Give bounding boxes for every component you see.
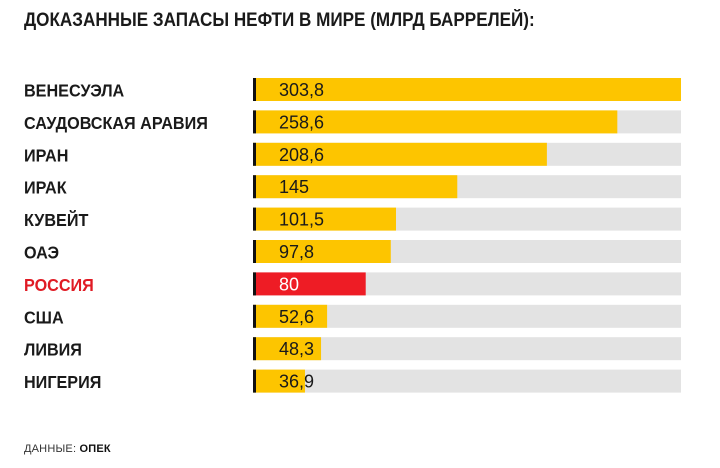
category-label: САУДОВСКАЯ АРАВИЯ: [24, 113, 208, 133]
bar-track: [253, 369, 681, 393]
category-label: РОССИЯ: [24, 275, 94, 295]
bar-marker: [253, 78, 256, 101]
bar-marker: [253, 175, 256, 199]
bar-marker: [253, 110, 256, 134]
bar: [253, 175, 458, 199]
category-label: КУВЕЙТ: [24, 210, 89, 230]
value-label: 208,6: [279, 145, 324, 165]
bar: [253, 337, 322, 361]
bar: [253, 272, 366, 296]
bar: [253, 78, 681, 101]
chart-title: ДОКАЗАННЫЕ ЗАПАСЫ НЕФТИ В МИРЕ (МЛРД БАР…: [24, 10, 535, 31]
bar-track: [253, 337, 681, 361]
value-label: 258,6: [279, 112, 324, 132]
bar-marker: [253, 337, 256, 361]
bar-track: [253, 304, 681, 328]
value-label: 97,8: [279, 242, 314, 262]
bar: [253, 369, 305, 393]
bar-marker: [253, 369, 256, 393]
category-label: ОАЭ: [24, 243, 59, 263]
source-label: ДАННЫЕ:: [24, 443, 77, 455]
category-label: ИРАК: [24, 178, 67, 198]
category-label: НИГЕРИЯ: [24, 372, 101, 392]
bar-marker: [253, 304, 256, 328]
bar-marker: [253, 207, 256, 231]
bar: [253, 240, 391, 263]
category-label: ИРАН: [24, 146, 68, 166]
value-label: 52,6: [279, 307, 314, 327]
value-label: 80: [279, 274, 299, 294]
category-label: ВЕНЕСУЭЛА: [24, 81, 124, 101]
category-label: ЛИВИЯ: [24, 340, 82, 360]
value-label: 303,8: [279, 80, 324, 100]
bar: [253, 110, 618, 134]
bar-marker: [253, 272, 256, 296]
value-label: 36,9: [279, 372, 314, 392]
bar-marker: [253, 142, 256, 166]
bar-marker: [253, 240, 256, 263]
value-label: 145: [279, 177, 309, 197]
value-label: 48,3: [279, 339, 314, 359]
bar: [253, 142, 547, 166]
source-value: ОПЕК: [79, 443, 111, 455]
value-label: 101,5: [279, 210, 324, 230]
data-source: ДАННЫЕ: ОПЕК: [24, 443, 111, 455]
bar: [253, 207, 396, 231]
bar: [253, 304, 328, 328]
category-label: США: [24, 308, 64, 328]
